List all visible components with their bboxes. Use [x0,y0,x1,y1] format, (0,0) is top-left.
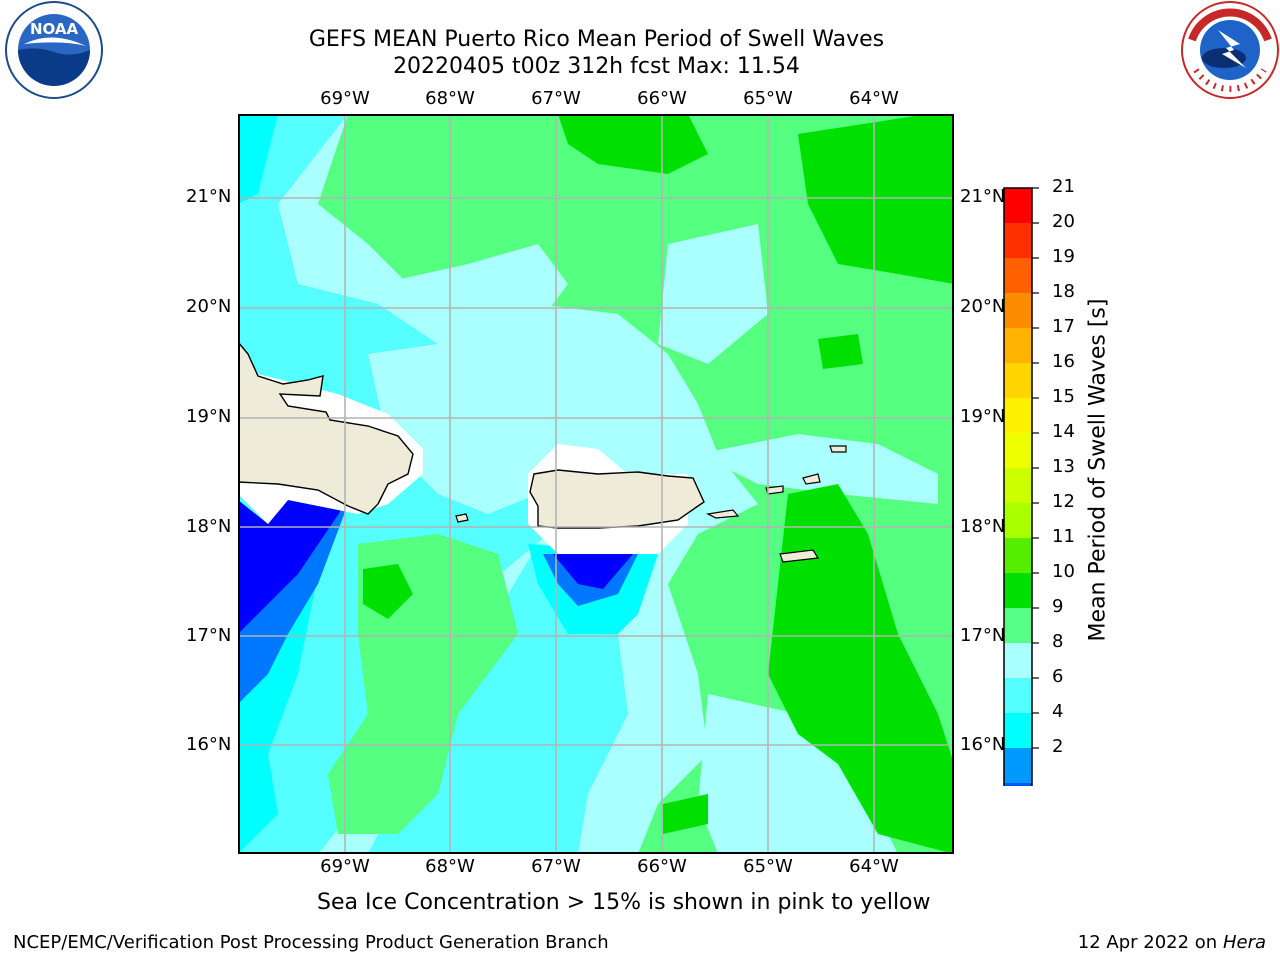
band-8-9 [378,244,568,334]
band-10-11 [558,114,708,174]
lon-label-top: 69°W [320,88,370,109]
colorbar [1003,187,1039,786]
lat-label-left: 19°N [186,406,232,427]
lat-label-right: 18°N [960,516,1006,537]
land-puerto-rico [529,469,705,529]
colorbar-swatch [1004,713,1032,748]
band-10-11 [818,334,863,369]
colorbar-tick-label: 11 [1052,526,1075,547]
lon-label-bottom: 65°W [743,856,793,877]
lon-label-top: 67°W [531,88,581,109]
colorbar-swatch [1004,363,1032,398]
lon-label-top: 68°W [425,88,475,109]
nws-logo [1181,1,1279,99]
lon-label-bottom: 69°W [320,856,370,877]
graticule [238,114,954,854]
land-island [829,445,847,453]
colorbar-swatch [1004,223,1032,258]
colorbar-tick-label: 20 [1052,211,1075,232]
lon-label-bottom: 67°W [531,856,581,877]
colorbar-swatch [1004,608,1032,643]
band-8-9 [698,694,898,854]
colorbar-swatch [1004,748,1032,783]
sea-ice-note: Sea Ice Concentration > 15% is shown in … [317,890,931,915]
colorbar-swatch [1004,783,1032,786]
colorbar-tick-label: 6 [1052,666,1064,687]
map-frame [238,114,954,854]
colorbar-tick-label: 19 [1052,246,1075,267]
colorbar-swatch [1004,258,1032,293]
footer-org: NCEP/EMC/Verification Post Processing Pr… [13,932,609,953]
land-island [802,473,821,485]
lon-label-top: 66°W [637,88,687,109]
lat-label-right: 20°N [960,296,1006,317]
colorbar-tick-label: 10 [1052,561,1075,582]
colorbar-tick-label: 12 [1052,491,1075,512]
lat-label-right: 16°N [960,734,1006,755]
colorbar-swatch [1004,503,1032,538]
colorbar-swatch [1004,573,1032,608]
band-10-11 [363,564,413,619]
band-10-11 [663,794,708,834]
lon-label-top: 64°W [849,88,899,109]
noaa-logo: NOAA [5,1,103,99]
colorbar-tick-label: 14 [1052,421,1075,442]
colorbar-swatch [1004,538,1032,573]
colorbar-tick-label: 8 [1052,631,1064,652]
lon-label-top: 65°W [743,88,793,109]
band-2-4 [553,554,633,589]
lat-label-left: 20°N [186,296,232,317]
chart-title: GEFS MEAN Puerto Rico Mean Period of Swe… [308,27,885,52]
swell-period-map [238,114,954,854]
colorbar-swatch [1004,468,1032,503]
colorbar-tick-label: 17 [1052,316,1075,337]
lon-label-bottom: 66°W [637,856,687,877]
colorbar-swatch [1004,398,1032,433]
footer-host: Hera [1222,932,1266,953]
colorbar-tick-label: 21 [1052,176,1075,197]
colorbar-label: Mean Period of Swell Waves [s] [1085,298,1111,642]
lat-label-left: 16°N [186,734,232,755]
colorbar-tick-label: 15 [1052,386,1075,407]
footer-date-text: 12 Apr 2022 on [1077,932,1223,953]
colorbar-tick-label: 13 [1052,456,1075,477]
colorbar-tick-label: 16 [1052,351,1075,372]
lat-label-right: 21°N [960,186,1006,207]
band-8-9 [698,434,938,504]
colorbar-tick-label: 9 [1052,596,1064,617]
chart-subtitle: 20220405 t00z 312h fcst Max: 11.54 [393,54,800,79]
land-island [455,513,469,523]
colorbar-swatch [1004,678,1032,713]
colorbar-swatch [1004,293,1032,328]
colorbar-tick-label: 4 [1052,701,1064,722]
lon-label-bottom: 64°W [849,856,899,877]
colorbar-tick-label: 2 [1052,736,1064,757]
land-island [779,549,820,563]
band-8-9 [658,224,768,364]
lat-label-left: 18°N [186,516,232,537]
land-island [706,509,740,519]
lon-label-bottom: 68°W [425,856,475,877]
colorbar-swatch [1004,433,1032,468]
band-4-6 [238,114,278,204]
footer-date: 12 Apr 2022 on Hera [1078,932,1266,953]
band-4-6-blue [238,504,348,704]
colorbar-tick-label: 18 [1052,281,1075,302]
band-10-11 [798,114,954,284]
lat-label-left: 17°N [186,625,232,646]
band-10-11 [768,484,954,854]
colorbar-swatch [1004,643,1032,678]
colorbar-swatch [1004,328,1032,363]
lat-label-right: 19°N [960,406,1006,427]
lat-label-right: 17°N [960,625,1006,646]
noaa-text: NOAA [30,20,79,38]
colorbar-swatch [1004,188,1032,223]
land-hispaniola [238,340,414,515]
lat-label-left: 21°N [186,186,232,207]
band-2-4 [238,500,348,634]
